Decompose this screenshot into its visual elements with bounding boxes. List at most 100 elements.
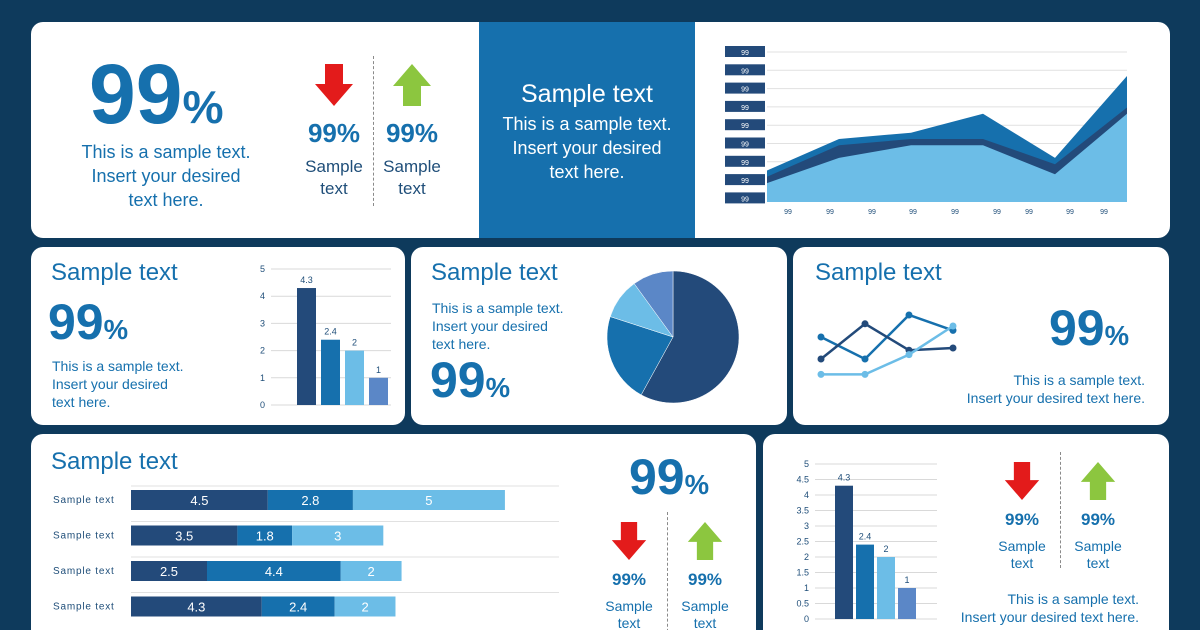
- y-tick-label: 4: [804, 490, 809, 500]
- big-value: 99: [48, 294, 104, 350]
- percent-sign: %: [1104, 320, 1130, 351]
- bar-segment: [334, 596, 396, 617]
- stacked-bar-card: Sample text Sample text 4.5 2.8 5 Sample tex…: [31, 434, 756, 630]
- big-value: 99: [89, 47, 183, 141]
- percent-sign: %: [182, 81, 224, 133]
- y-tick-label: 99: [741, 142, 749, 149]
- y-tick-label: 0: [804, 614, 809, 624]
- down-value: 99%: [307, 118, 361, 148]
- x-tick-label: 99: [784, 209, 792, 216]
- y-tick-label: 5: [804, 459, 809, 469]
- vertical-bar-chart: 0 0.5 1 1.5 2 2.5 3 3.5 4 4.5 5 4.3 2.4 2 1: [796, 459, 937, 624]
- card-title: Sample text: [51, 259, 178, 286]
- bar: [345, 350, 364, 405]
- bar: [321, 339, 340, 405]
- y-tick-label: 3: [804, 521, 809, 531]
- bar-segment: [261, 596, 335, 617]
- line-point: [861, 355, 869, 363]
- description-text: This is a sample text. Insert your desir…: [432, 300, 564, 352]
- bar: [835, 485, 853, 619]
- bar-label: 1: [904, 575, 909, 585]
- bar-segment: [292, 525, 384, 546]
- description-text: This is a sample text. Insert your desir…: [81, 142, 251, 210]
- y-tick-label: 1.5: [796, 568, 809, 578]
- horizontal-stacked-bar-chart: Sample text 4.5 2.8 5 Sample text 3.5 1.8 3 Samp…: [53, 485, 559, 617]
- x-tick-label: 99: [1100, 209, 1108, 216]
- y-tick-label: 3: [260, 318, 265, 328]
- y-tick-label: 1: [260, 373, 265, 383]
- bar-label: 2: [368, 564, 375, 579]
- big-percent: 99%: [89, 52, 224, 136]
- line-chart: [817, 311, 957, 378]
- y-tick-box: [725, 137, 765, 149]
- line-series-3: [821, 324, 954, 376]
- y-tick-box: [725, 82, 765, 94]
- bar-label: 2.4: [324, 327, 337, 337]
- down-value: 99%: [1004, 510, 1040, 529]
- bar-label: 4.4: [265, 564, 283, 579]
- category-label: Sample text: [53, 602, 115, 613]
- up-value: 99%: [687, 570, 723, 589]
- bar-label: 4.3: [838, 473, 851, 483]
- down-label: Sample text: [305, 157, 363, 198]
- percent-sign: %: [485, 372, 511, 403]
- y-tick-label: 0: [260, 400, 265, 410]
- arrow-up-icon: [687, 522, 723, 560]
- area-chart-card: 99 99 99 99 99 99 99 99 99 99 99 99 99 99 99 99 99 99: [695, 22, 1170, 238]
- divider: [373, 56, 374, 206]
- up-value: 99%: [1080, 510, 1116, 529]
- arrow-down-icon: [1004, 462, 1040, 500]
- y-tick-label: 99: [741, 123, 749, 130]
- down-value: 99%: [611, 570, 647, 589]
- bar-segment: [131, 561, 207, 581]
- y-tick-box: [725, 155, 765, 167]
- y-tick-box: [725, 100, 765, 112]
- y-tick-box: [725, 174, 765, 186]
- up-label: Sample text: [681, 598, 729, 630]
- x-tick-label: 99: [951, 209, 959, 216]
- up-label: Sample text: [1074, 538, 1122, 571]
- line-point: [949, 322, 957, 330]
- up-label: Sample text: [383, 157, 441, 198]
- bar: [297, 288, 316, 405]
- y-tick-box: [725, 64, 765, 76]
- bar-label: 5: [425, 493, 432, 508]
- area-series-3: [767, 113, 1127, 202]
- divider: [667, 512, 668, 630]
- bar-label: 2.8: [301, 493, 319, 508]
- vertical-bar-chart: 0 1 2 3 4 5 4.3 2.4 2 1: [260, 264, 391, 410]
- bar-segment: [340, 561, 402, 581]
- category-label: Sample text: [53, 566, 115, 577]
- line-point: [817, 355, 825, 363]
- big-percent: 99%: [1049, 303, 1129, 353]
- bar-chart-card-2: 0 0.5 1 1.5 2 2.5 3 3.5 4 4.5 5 4.3 2.4 2 1 99% Sample…: [763, 434, 1169, 630]
- big-percent: 99%: [48, 297, 128, 347]
- card-title: Sample text: [51, 448, 178, 475]
- line-point: [817, 333, 825, 341]
- y-tick-label: 5: [260, 264, 265, 274]
- category-label: Sample text: [53, 531, 115, 542]
- y-tick-label: 99: [741, 105, 749, 112]
- line-point: [949, 344, 957, 352]
- bar-segment: [207, 561, 341, 581]
- description-text: This is a sample text. Insert your desir…: [966, 372, 1145, 406]
- pie-chart-card: Sample text This is a sample text. Inser…: [411, 247, 787, 425]
- line-point: [817, 370, 825, 378]
- down-label: Sample text: [605, 598, 653, 630]
- arrow-up-icon: [1080, 462, 1116, 500]
- panel-title: Sample text: [520, 80, 653, 108]
- bar-chart-card: Sample text 99% This is a sample text. I…: [31, 247, 405, 425]
- bar: [898, 588, 916, 619]
- y-tick-label: 99: [741, 68, 749, 75]
- description-text: This is a sample text. Insert your desir…: [960, 591, 1139, 625]
- y-tick-label: 4.5: [796, 475, 809, 485]
- big-value: 99: [430, 352, 486, 408]
- bar-label: 2.5: [160, 564, 178, 579]
- y-tick-label: 2: [260, 346, 265, 356]
- pie-chart: [606, 270, 740, 404]
- big-value: 99: [1049, 300, 1105, 356]
- bar-label: 2: [352, 338, 357, 348]
- bar-segment: [131, 525, 238, 546]
- bar-segment: [131, 596, 262, 617]
- x-tick-label: 99: [993, 209, 1001, 216]
